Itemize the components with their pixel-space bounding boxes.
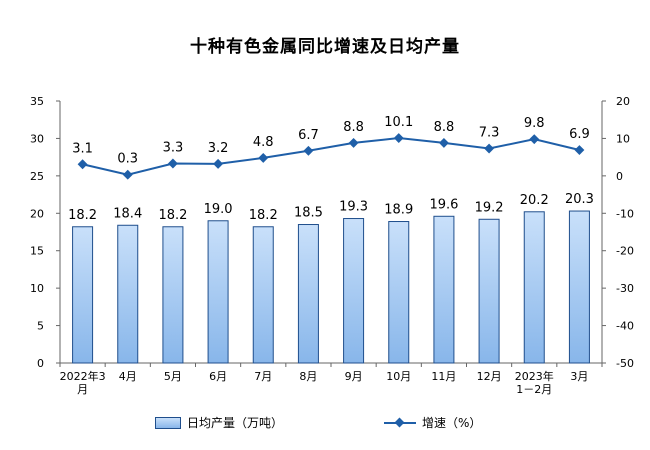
line-data-label: 8.8: [434, 120, 455, 135]
x-tick-label: 12月: [477, 370, 502, 383]
legend-bar-swatch: [155, 416, 181, 429]
y-left-tick-label: 35: [30, 95, 44, 108]
growth-rate-marker: [303, 145, 314, 156]
line-data-label: 6.9: [569, 127, 590, 142]
bar-daily-output: [523, 211, 545, 364]
legend-line-label: 增速（%）: [422, 416, 482, 430]
bar-data-label: 20.2: [520, 193, 549, 208]
bar-daily-output: [162, 226, 184, 364]
bar-daily-output: [568, 210, 590, 364]
bar-daily-output: [72, 226, 94, 364]
y-right-tick-label: 20: [616, 95, 630, 108]
bar-daily-output: [207, 220, 229, 364]
bar-daily-output: [388, 221, 410, 364]
growth-rate-marker: [484, 143, 495, 154]
bar-data-label: 18.2: [158, 208, 187, 223]
line-data-label: 3.1: [72, 141, 93, 156]
y-right-tick-label: -40: [616, 320, 634, 333]
growth-rate-marker: [348, 137, 359, 148]
bar-daily-output: [252, 226, 274, 364]
line-data-label: 10.1: [384, 115, 413, 130]
x-tick-label: 4月: [119, 370, 137, 383]
x-tick-label: 月: [77, 383, 88, 396]
y-right-tick-label: 10: [616, 132, 630, 145]
growth-rate-marker: [393, 133, 404, 144]
growth-rate-marker: [213, 158, 224, 169]
growth-rate-marker: [122, 169, 133, 180]
bar-data-label: 19.0: [204, 202, 233, 217]
x-tick-label: 7月: [254, 370, 272, 383]
x-tick-label: 8月: [299, 370, 317, 383]
line-data-label: 9.8: [524, 116, 545, 131]
bar-daily-output: [117, 224, 139, 364]
growth-rate-marker: [258, 152, 269, 163]
legend-line-entry: 增速（%）: [384, 414, 481, 431]
y-right-tick-label: -20: [616, 245, 634, 258]
bar-data-label: 18.2: [249, 208, 278, 223]
bar-data-label: 20.3: [565, 192, 594, 207]
y-right-tick-label: -30: [616, 282, 634, 295]
y-left-tick-label: 30: [30, 132, 44, 145]
line-data-label: 4.8: [253, 135, 274, 150]
growth-rate-marker: [167, 158, 178, 169]
line-data-label: 0.3: [117, 152, 138, 167]
chart-title: 十种有色金属同比增速及日均产量: [190, 37, 460, 57]
growth-rate-marker: [77, 159, 88, 170]
bar-daily-output: [478, 218, 500, 364]
y-left-tick-label: 5: [37, 320, 44, 333]
x-tick-label: 9月: [345, 370, 363, 383]
legend-bar-entry: 日均产量（万吨）: [155, 414, 283, 431]
bar-daily-output: [343, 218, 365, 364]
bar-data-label: 18.4: [113, 206, 142, 221]
bar-data-label: 18.2: [68, 208, 97, 223]
legend-bar-label: 日均产量（万吨）: [187, 416, 284, 430]
x-tick-label: 2023年: [515, 369, 554, 383]
x-tick-label: 11月: [431, 370, 456, 383]
x-tick-label: 10月: [386, 370, 411, 383]
bar-data-label: 18.9: [384, 203, 413, 218]
line-data-label: 8.8: [343, 120, 364, 135]
growth-rate-line: [82, 137, 580, 176]
y-left-tick-label: 25: [30, 170, 44, 183]
x-tick-label: 1－2月: [516, 383, 552, 396]
y-left-tick-label: 10: [30, 282, 44, 295]
legend-line-swatch: [384, 417, 416, 429]
y-left-tick-label: 15: [30, 245, 44, 258]
y-left-tick-label: 0: [37, 357, 44, 370]
line-data-label: 3.3: [163, 141, 184, 156]
growth-rate-marker: [438, 137, 449, 148]
bar-data-label: 19.6: [429, 197, 458, 212]
y-right-tick-label: -10: [616, 207, 634, 220]
x-tick-label: 6月: [209, 370, 227, 383]
line-data-label: 3.2: [208, 141, 229, 156]
y-right-tick-label: 0: [616, 170, 623, 183]
y-right-tick-label: -50: [616, 357, 634, 370]
x-tick-label: 2022年3: [60, 369, 106, 383]
bar-data-label: 18.5: [294, 206, 323, 221]
growth-rate-marker: [574, 145, 585, 155]
growth-rate-marker: [529, 134, 540, 145]
x-tick-label: 3月: [570, 370, 588, 383]
line-data-label: 6.7: [298, 128, 319, 143]
bar-daily-output: [433, 215, 455, 364]
bar-data-label: 19.3: [339, 200, 368, 215]
x-tick-label: 5月: [164, 370, 182, 383]
y-left-tick-label: 20: [30, 207, 44, 220]
bar-data-label: 19.2: [475, 200, 504, 215]
bar-daily-output: [297, 224, 319, 364]
line-data-label: 7.3: [479, 126, 500, 141]
